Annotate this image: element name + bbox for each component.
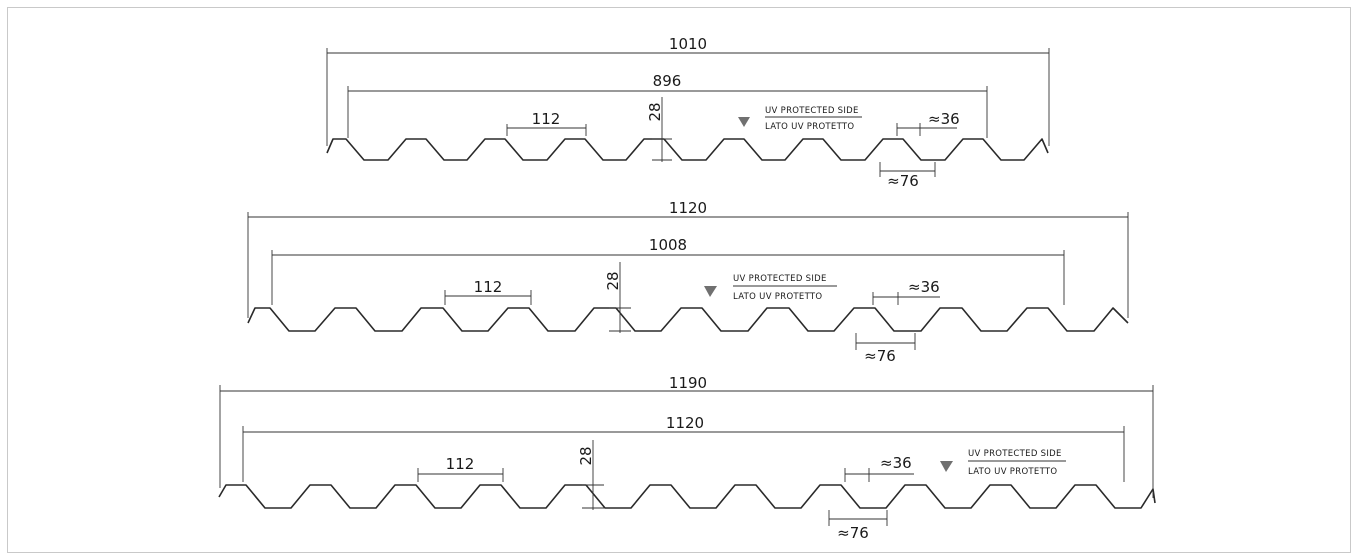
uv-protected-side-label-it: LATO UV PROTETTO [968, 467, 1057, 477]
sheet-profile-3 [218, 484, 1156, 509]
useful-width-label: 1120 [666, 414, 704, 432]
useful-width-label: 896 [653, 72, 682, 90]
crest-label: ≈36 [908, 278, 940, 296]
valley-label: ≈76 [887, 172, 919, 190]
uv-protected-side-label-it: LATO UV PROTETTO [765, 122, 854, 132]
useful-width-label: 1008 [649, 236, 687, 254]
profile-1010: 1010 896 112 28 ≈36 ≈76 UV PROTECTED SID… [326, 35, 1050, 190]
profile-1190: 1190 1120 112 28 ≈36 ≈76 UV PROTECTED SI… [218, 374, 1156, 542]
sheet-profile-2 [247, 307, 1129, 332]
height-label: 28 [604, 271, 622, 290]
pitch-label: 112 [474, 278, 503, 296]
height-label: 28 [577, 446, 595, 465]
overall-width-label: 1010 [669, 35, 707, 53]
drawing-frame [7, 7, 1351, 553]
crest-label: ≈36 [928, 110, 960, 128]
valley-label: ≈76 [837, 524, 869, 542]
uv-protected-side-label: UV PROTECTED SIDE [733, 274, 827, 284]
overall-width-label: 1190 [669, 374, 707, 392]
height-label: 28 [646, 102, 664, 121]
uv-protected-side-label: UV PROTECTED SIDE [765, 106, 859, 116]
uv-protected-side-label: UV PROTECTED SIDE [968, 449, 1062, 459]
profile-1120: 1120 1008 112 28 ≈36 ≈76 UV PROTECTED SI… [247, 199, 1129, 365]
uv-side-marker-icon [738, 117, 750, 127]
uv-side-marker-icon [704, 286, 717, 297]
uv-side-marker-icon [940, 461, 953, 472]
overall-width-label: 1120 [669, 199, 707, 217]
crest-label: ≈36 [880, 454, 912, 472]
pitch-label: 112 [532, 110, 561, 128]
pitch-label: 112 [446, 455, 475, 473]
uv-protected-side-label-it: LATO UV PROTETTO [733, 292, 822, 302]
sheet-profile-1 [326, 138, 1049, 161]
valley-label: ≈76 [864, 347, 896, 365]
